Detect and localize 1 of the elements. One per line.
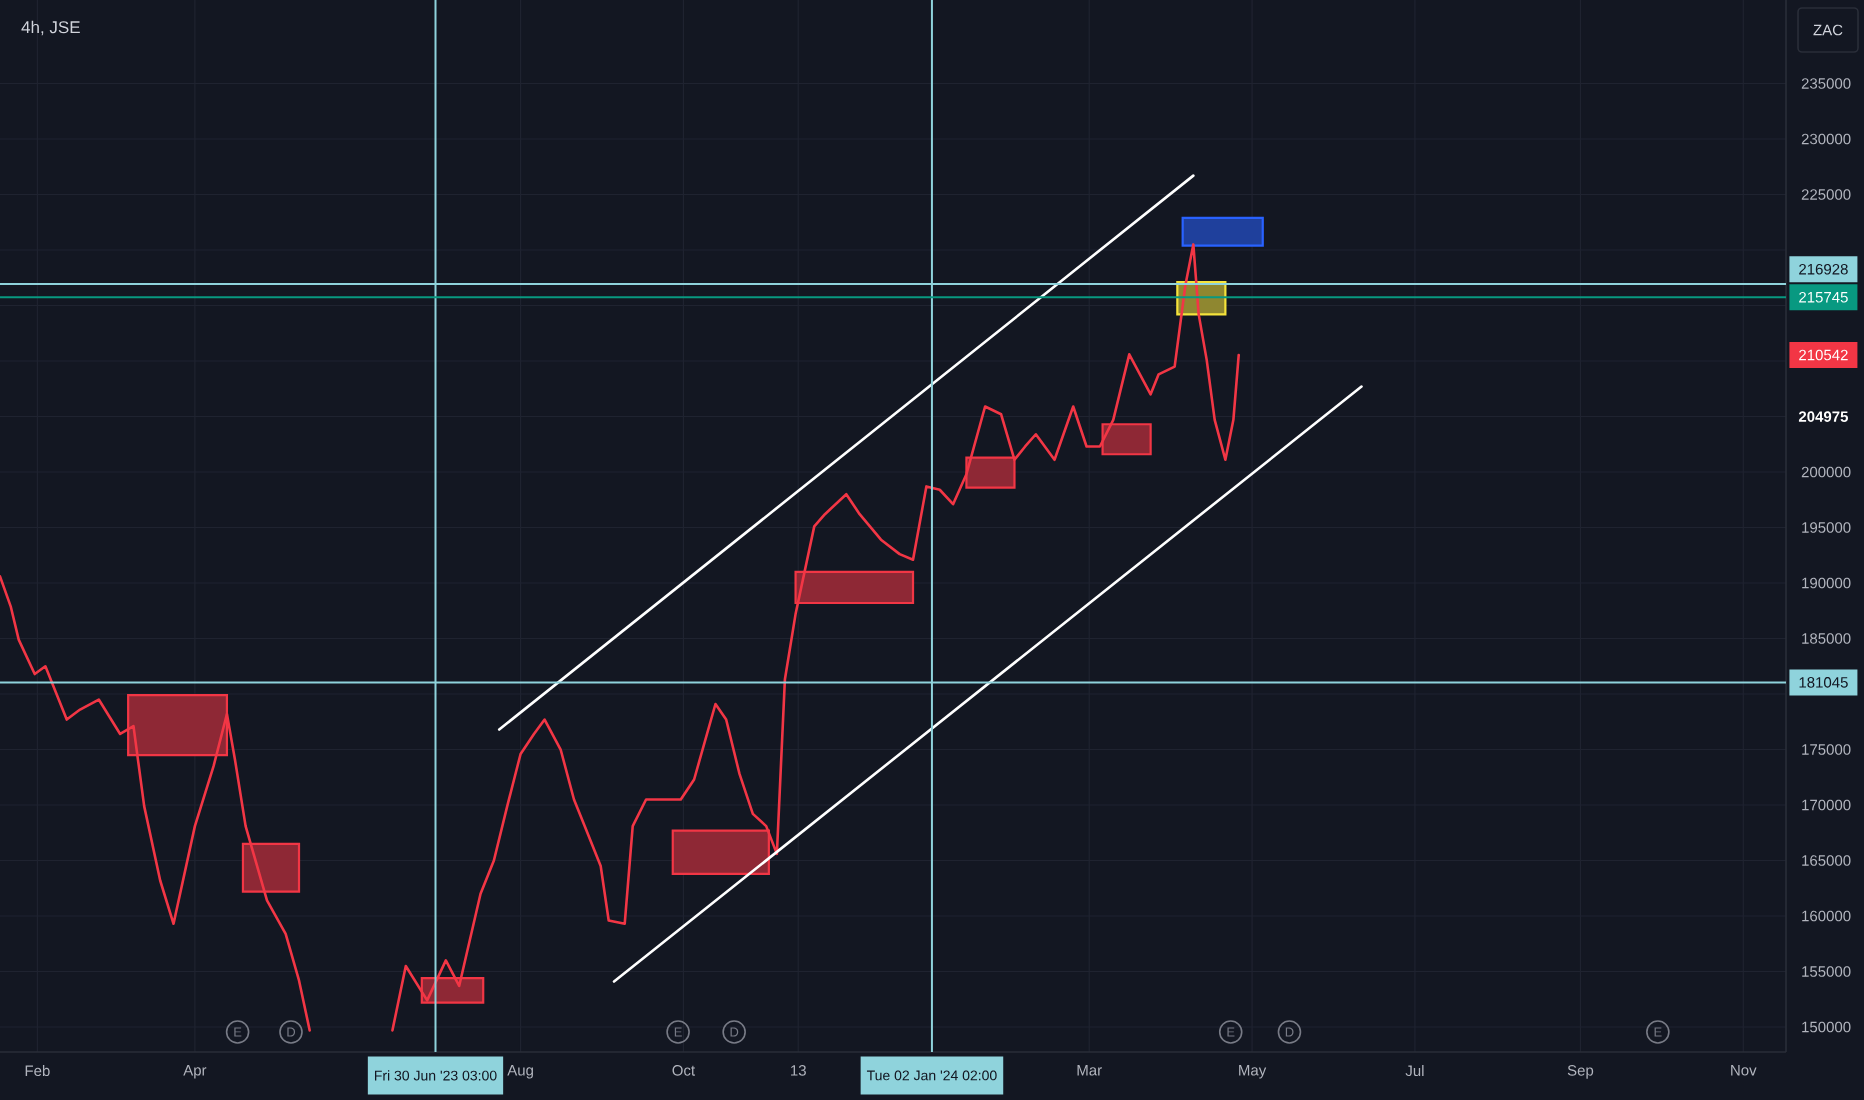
text: 4h, JSE <box>21 20 80 36</box>
